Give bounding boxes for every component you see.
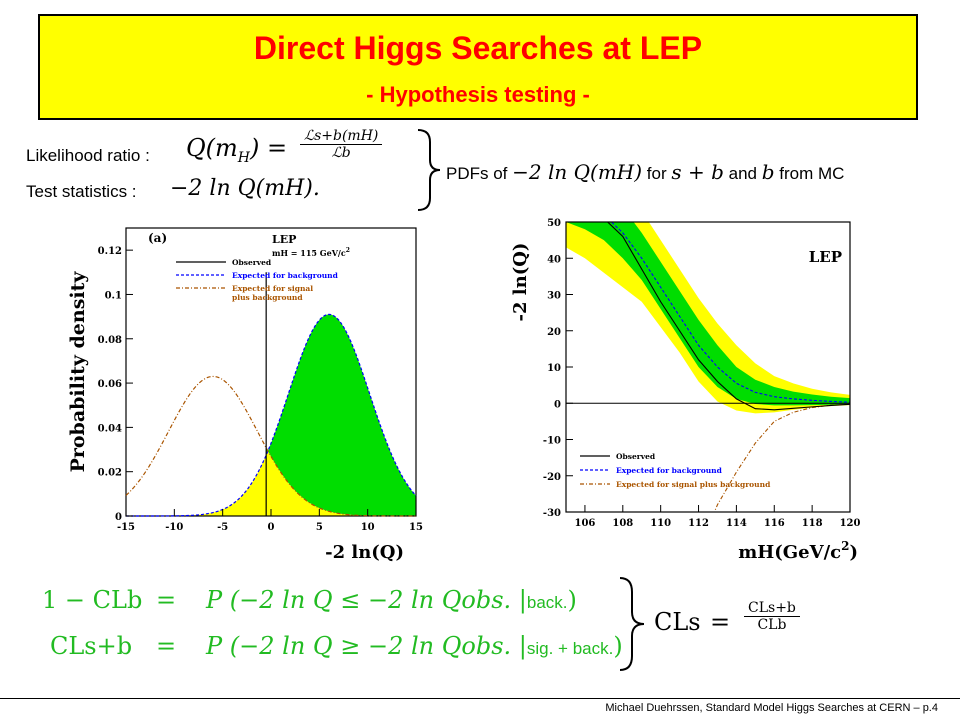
y-tick-label: 0.08 (98, 335, 122, 346)
background-tail-fill (266, 314, 416, 516)
cls-numerator: CLs+b (744, 600, 800, 617)
legend-entry-cont: plus background (232, 293, 303, 302)
y-tick-label: 0.04 (98, 423, 122, 434)
legend-entry: Expected for signal (232, 284, 313, 293)
likelihood-label: Likelihood ratio : (26, 146, 150, 165)
y-tick-label: 0.02 (98, 468, 122, 479)
legend-entry: Expected for background (232, 271, 339, 280)
observed-line (606, 222, 850, 411)
pdf-note: PDFs of −2 ln Q(mH) for s + b and b from… (446, 160, 845, 184)
experiment-label: LEP (272, 233, 296, 246)
background-curve (126, 313, 417, 517)
cls-eq: = (710, 608, 731, 636)
y-axis-label: -2 ln(Q) (510, 243, 531, 322)
mass-label: mH = 115 GeV/c2 (272, 247, 350, 258)
title-box: Direct Higgs Searches at LEP - Hypothesi… (38, 14, 918, 120)
y-tick-label: 0.1 (105, 290, 122, 301)
legend-entry: Expected for background (616, 466, 723, 475)
footer-rule (0, 698, 960, 701)
y-tick-label: -20 (543, 472, 561, 483)
probability-density-chart: -15 -10 -5 0 5 10 15 0 0.02 0.04 0.06 0.08 0.1 0.12 Pr… (67, 227, 423, 563)
x-tick-label: 120 (840, 518, 861, 529)
formula-row1-lhs: 1 − CLb (42, 586, 143, 614)
formula-row2-lhs: CLs+b (50, 632, 133, 660)
test-expression: −2 ln Q(mH). (170, 176, 320, 201)
likelihood-denominator: ℒb (331, 145, 351, 161)
formula-brace (619, 577, 645, 671)
cls-denominator: CLb (757, 617, 787, 633)
x-tick-label: 108 (612, 518, 633, 529)
background-expected-line (610, 222, 850, 403)
y-tick-label: -10 (543, 436, 561, 447)
y-tick-label: 0.12 (98, 246, 122, 257)
y-tick-label: 10 (547, 363, 561, 374)
background-low-tail-fill (126, 455, 267, 516)
formula-row2-eq: = (156, 632, 177, 660)
legend-entry: Expected for signal plus background (616, 480, 771, 489)
y-tick-label: 30 (547, 291, 561, 302)
x-tick-label: 114 (726, 518, 747, 529)
x-tick-label: 15 (409, 522, 423, 533)
x-tick-label: 0 (268, 522, 275, 533)
formula-row1-eq: = (156, 586, 177, 614)
likelihood-fraction: ℒs+b(mH) ℒb (300, 128, 383, 161)
panel-label: (a) (148, 231, 167, 245)
slide-title: Direct Higgs Searches at LEP (253, 30, 703, 66)
x-tick-label: 112 (688, 518, 709, 529)
formula-row2-rhs: P (−2 ln Q ≥ −2 ln Qobs. |sig. + back.) (206, 632, 623, 660)
y-tick-label: 0.06 (98, 379, 122, 390)
one-sigma-band (566, 222, 850, 406)
test-label: Test statistics : (26, 182, 137, 201)
definitions-brace (417, 129, 441, 211)
likelihood-numerator: ℒs+b(mH) (300, 128, 383, 145)
delta-lnq-chart: 106 108 110 112 114 116 118 120 -30 -20 -10 0 10 20 30… (510, 218, 861, 563)
likelihood-lhs: Q(mH) = (186, 134, 288, 166)
y-tick-label: 20 (547, 327, 561, 338)
legend-entry: Observed (616, 452, 656, 461)
x-tick-label: 110 (650, 518, 671, 529)
experiment-label: LEP (809, 248, 842, 266)
x-tick-label: -5 (217, 522, 228, 533)
y-tick-label: -30 (543, 508, 561, 519)
x-tick-label: 5 (316, 522, 323, 533)
x-axis-label: -2 ln(Q) (325, 542, 404, 563)
x-tick-label: 10 (361, 522, 375, 533)
x-tick-label: -15 (117, 522, 135, 533)
footer-text: Michael Duehrssen, Standard Model Higgs … (605, 702, 938, 714)
signal-background-curve (125, 375, 417, 517)
y-tick-label: 0 (554, 399, 561, 410)
legend-entry: Observed (232, 258, 272, 267)
x-axis-label: mH(GeV/c2) (738, 539, 858, 563)
y-axis-label: Probability density (67, 271, 89, 473)
signal-tail-fill (266, 447, 416, 516)
formula-row1-rhs: P (−2 ln Q ≤ −2 ln Qobs. |back.) (206, 586, 577, 614)
y-tick-label: 0 (115, 512, 122, 523)
y-tick-label: 50 (547, 218, 561, 229)
slide-subtitle: - Hypothesis testing - (366, 82, 590, 107)
x-tick-label: 116 (764, 518, 785, 529)
y-tick-label: 40 (547, 254, 561, 265)
x-tick-label: 106 (574, 518, 595, 529)
x-tick-label: -10 (165, 522, 183, 533)
cls-fraction: CLs+b CLb (744, 600, 800, 633)
x-tick-label: 118 (802, 518, 823, 529)
cls-lhs: CLs (654, 608, 701, 636)
